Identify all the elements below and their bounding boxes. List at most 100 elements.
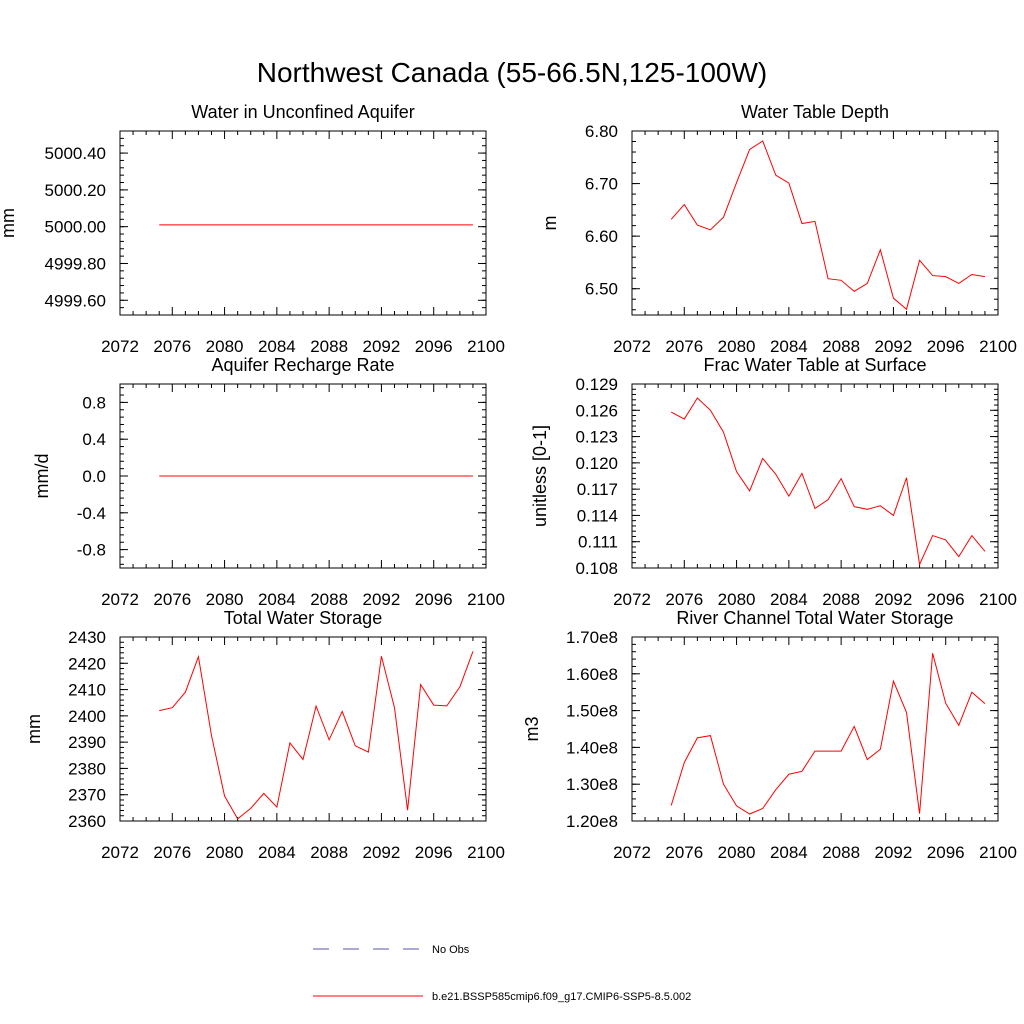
figure-title: Northwest Canada (55-66.5N,125-100W) — [257, 57, 767, 88]
panel-4-data-point — [919, 564, 920, 565]
panel-4-xtick-label: 2088 — [822, 590, 860, 609]
panel-5-xtick-label: 2076 — [153, 843, 191, 862]
panel-5-data-point — [433, 704, 434, 705]
panel-5-data-point — [342, 711, 343, 712]
panel-2-data-point — [932, 275, 933, 276]
panel-2-xtick-label: 2092 — [875, 337, 913, 356]
panel-3-data-point — [276, 475, 277, 476]
panel-1-ytick-label: 5000.20 — [45, 181, 106, 200]
panel-2-data-point — [854, 291, 855, 292]
panel-5-xtick-label: 2096 — [415, 843, 453, 862]
panel-6-data-point — [762, 808, 763, 809]
panel-4-data-point — [945, 539, 946, 540]
panel-5-data-point — [276, 806, 277, 807]
panel-6-title: River Channel Total Water Storage — [676, 608, 953, 628]
panel-5-title: Total Water Storage — [224, 608, 382, 628]
panel-2-data-point — [893, 298, 894, 299]
panel-1-data-point — [342, 224, 343, 225]
panel-2-data-point — [880, 249, 881, 250]
panel-2-data-point — [788, 182, 789, 183]
panel-3-data-point — [433, 475, 434, 476]
panel-4-data-point — [788, 496, 789, 497]
panel-4-data-point — [984, 551, 985, 552]
panel-4-xtick-label: 2096 — [927, 590, 965, 609]
panel-4-title: Frac Water Table at Surface — [703, 355, 926, 375]
panel-6-ytick-label: 1.20e8 — [566, 812, 618, 831]
panel-4-xtick-label: 2092 — [875, 590, 913, 609]
panel-5-ytick-label: 2390 — [68, 733, 106, 752]
panel-5-data-point — [172, 707, 173, 708]
panel-3-xtick-label: 2100 — [467, 590, 505, 609]
panel-4-data-point — [749, 490, 750, 491]
panel-3-ytick-label: 0.0 — [82, 467, 106, 486]
panel-5-xtick-label: 2088 — [310, 843, 348, 862]
panel-6-data-point — [854, 726, 855, 727]
panel-2-data-point — [919, 260, 920, 261]
panel-1-data-point — [224, 224, 225, 225]
panel-6-xtick-label: 2096 — [927, 843, 965, 862]
panel-6-data-point — [749, 813, 750, 814]
panel-3-data-point — [342, 475, 343, 476]
panel-2-data-point — [841, 280, 842, 281]
panel-4-data-point — [736, 471, 737, 472]
panel-4-data-point — [710, 410, 711, 411]
panel-1-data-point — [433, 224, 434, 225]
panel-4-data-point — [684, 418, 685, 419]
panel-1-data-point — [407, 224, 408, 225]
panel-4-ytick-label: 0.129 — [575, 375, 618, 394]
panel-5-ytick-label: 2380 — [68, 759, 106, 778]
panel-1-xtick-label: 2100 — [467, 337, 505, 356]
panel-2-ytick-label: 6.60 — [585, 227, 618, 246]
panel-3-data-point — [472, 475, 473, 476]
panel-3-data-point — [420, 475, 421, 476]
panel-6-xtick-label: 2072 — [613, 843, 651, 862]
panel-1-data-point — [459, 224, 460, 225]
panel-2-xtick-label: 2096 — [927, 337, 965, 356]
panel-6-data-point — [814, 750, 815, 751]
panel-4-data-point — [814, 508, 815, 509]
panel-3-xtick-label: 2084 — [258, 590, 296, 609]
panel-5-data-point — [446, 705, 447, 706]
panel-2-xtick-label: 2088 — [822, 337, 860, 356]
panel-6-data-point — [684, 762, 685, 763]
panel-5-series-line — [159, 651, 474, 820]
panel-2-data-point — [749, 149, 750, 150]
panel-6-ytick-label: 1.60e8 — [566, 665, 618, 684]
panel-3-data-point — [368, 475, 369, 476]
panel-5-ytick-label: 2400 — [68, 707, 106, 726]
panel-6-data-point — [893, 681, 894, 682]
panel-1-data-point — [472, 224, 473, 225]
panel-4-xtick-label: 2100 — [979, 590, 1017, 609]
panel-4-xtick-label: 2084 — [770, 590, 808, 609]
panel-5-data-point — [368, 752, 369, 753]
legend-label-model: b.e21.BSSP585cmip6.f09_g17.CMIP6-SSP5-8.… — [432, 991, 691, 1003]
panel-6-data-point — [827, 750, 828, 751]
panel-3-title: Aquifer Recharge Rate — [211, 355, 394, 375]
panel-2-data-point — [710, 229, 711, 230]
panel-3-data-point — [172, 475, 173, 476]
panel-6-data-point — [984, 703, 985, 704]
panel-1-data-point — [368, 224, 369, 225]
panel-6-xtick-label: 2084 — [770, 843, 808, 862]
panel-4-ytick-label: 0.111 — [578, 533, 618, 552]
panel-2-xtick-label: 2080 — [718, 337, 756, 356]
panel-1-data-point — [329, 224, 330, 225]
panel-1-xtick-label: 2096 — [415, 337, 453, 356]
panel-4-ytick-label: 0.126 — [575, 401, 618, 420]
panel-1-data-point — [302, 224, 303, 225]
panel-3-ytick-label: -0.8 — [77, 541, 106, 560]
panel-2-xtick-label: 2076 — [665, 337, 703, 356]
panel-2-data-point — [867, 283, 868, 284]
panel-6-data-point — [958, 725, 959, 726]
panel-2-xtick-label: 2100 — [979, 337, 1017, 356]
panel-4-data-point — [762, 458, 763, 459]
panel-2-data-point — [906, 309, 907, 310]
panel-4-data-point — [697, 397, 698, 398]
panel-3-data-point — [263, 475, 264, 476]
panel-6-data-point — [932, 653, 933, 654]
panel-2-ylabel: m — [540, 216, 560, 231]
panel-6-ytick-label: 1.70e8 — [566, 628, 618, 647]
panel-5-xtick-label: 2100 — [467, 843, 505, 862]
panel-3-xtick-label: 2076 — [153, 590, 191, 609]
